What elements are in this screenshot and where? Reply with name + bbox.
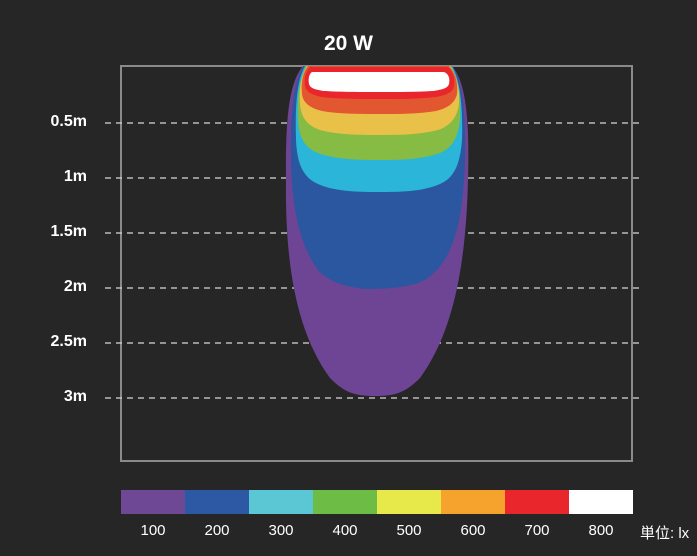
legend-value-600: 600 [460, 522, 486, 539]
legend-value-700: 700 [524, 522, 550, 539]
depth-label-2.5m: 2.5m [50, 333, 87, 350]
legend-value-200: 200 [204, 522, 230, 539]
chart-title: 20 W [323, 32, 373, 55]
legend-swatch-300 [249, 490, 313, 514]
unit-label: 単位: lx [640, 525, 690, 542]
legend-swatch-100 [121, 490, 185, 514]
legend-swatch-500 [377, 490, 441, 514]
depth-label-1.5m: 1.5m [50, 223, 87, 240]
legend-value-300: 300 [268, 522, 294, 539]
legend-swatch-800 [569, 490, 633, 514]
depth-label-1m: 1m [63, 168, 87, 185]
legend-value-100: 100 [140, 522, 166, 539]
legend-swatch-600 [441, 490, 505, 514]
depth-label-2m: 2m [63, 278, 87, 295]
depth-label-0.5m: 0.5m [50, 113, 87, 130]
legend-value-400: 400 [332, 522, 358, 539]
color-legend-bar [121, 490, 633, 514]
legend-value-800: 800 [588, 522, 614, 539]
depth-label-3m: 3m [63, 388, 87, 405]
legend-swatch-400 [313, 490, 377, 514]
legend-value-500: 500 [396, 522, 422, 539]
legend-swatch-700 [505, 490, 569, 514]
legend-swatch-200 [185, 490, 249, 514]
contour-800lx [308, 72, 450, 92]
